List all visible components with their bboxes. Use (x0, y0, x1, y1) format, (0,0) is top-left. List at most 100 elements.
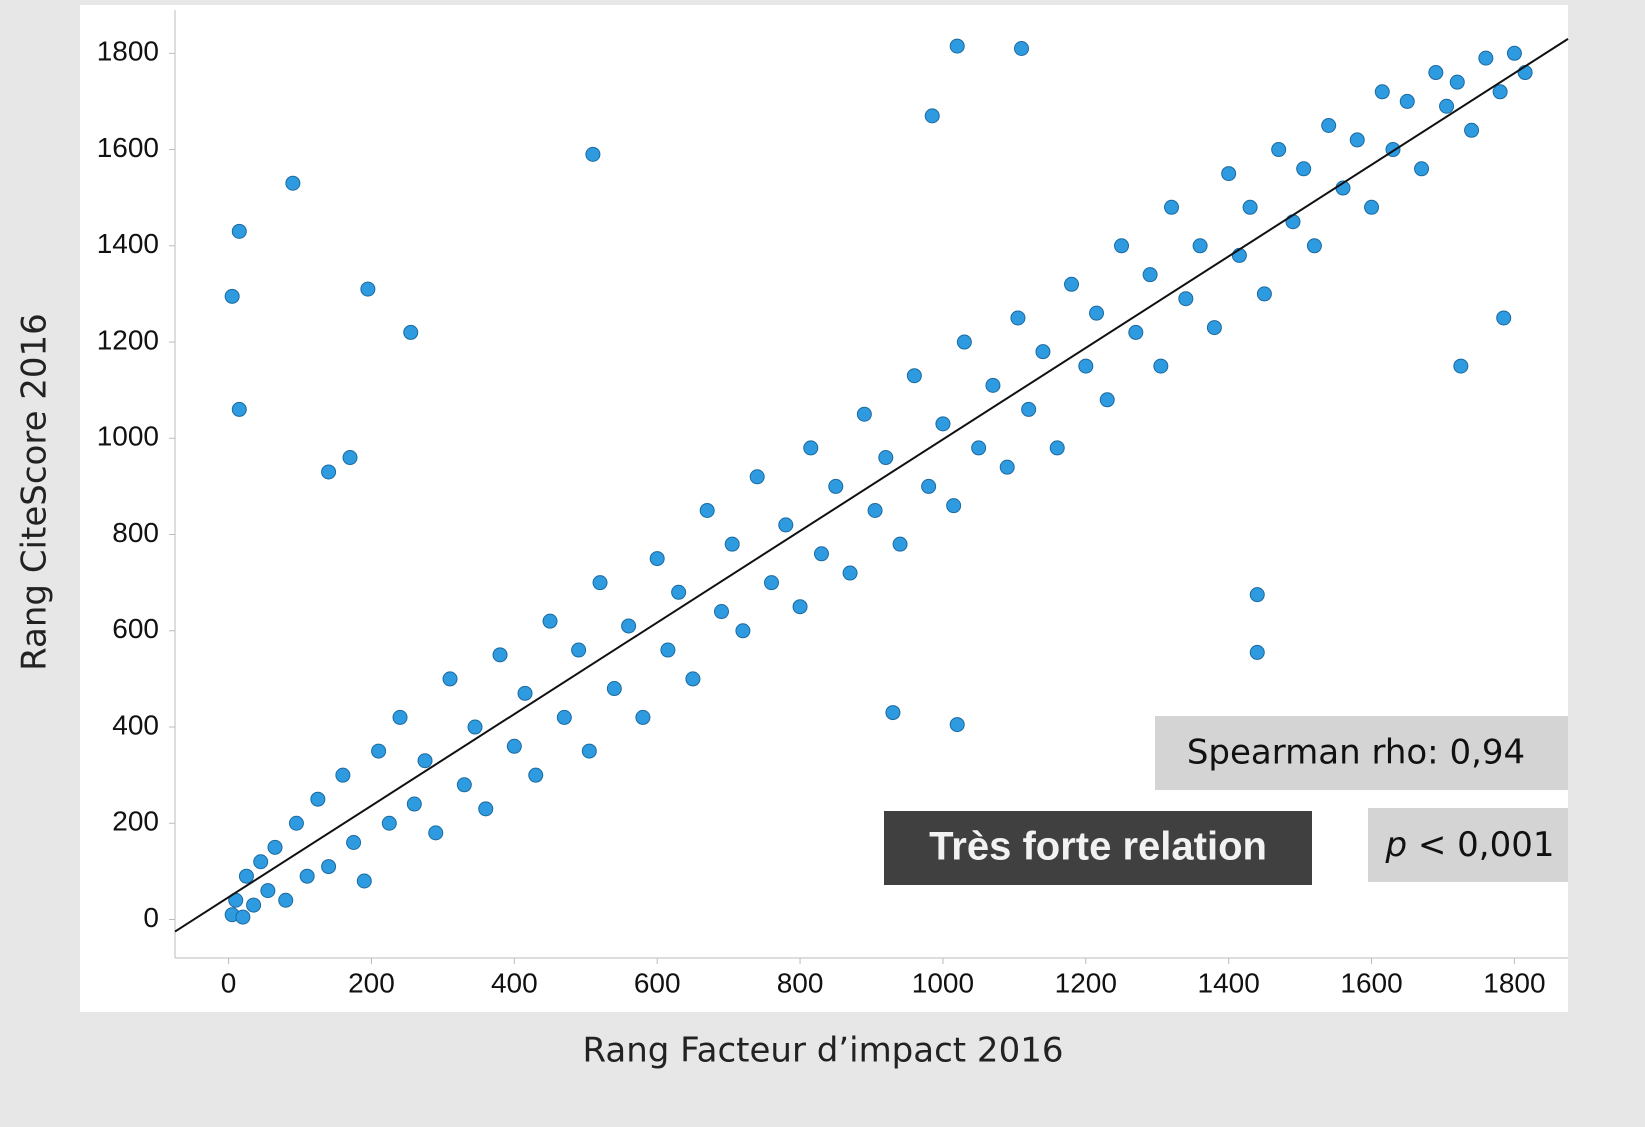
point (1049, 440, 1065, 456)
point (1249, 587, 1265, 603)
point (1242, 199, 1258, 215)
point (685, 671, 701, 687)
point (335, 767, 351, 783)
point (1285, 214, 1301, 230)
rho-box (1155, 716, 1568, 790)
point (1010, 310, 1026, 326)
point (1192, 238, 1208, 254)
point (924, 108, 940, 124)
point (1142, 267, 1158, 283)
y-tick-label: 600 (112, 613, 159, 644)
point (231, 401, 247, 417)
point (999, 459, 1015, 475)
point (1271, 142, 1287, 158)
point (428, 825, 444, 841)
point (238, 868, 254, 884)
x-tick-label: 1800 (1483, 967, 1545, 998)
point (828, 478, 844, 494)
point (713, 604, 729, 620)
point (406, 796, 422, 812)
x-tick-label: 1200 (1055, 967, 1117, 998)
point (360, 281, 376, 297)
point (971, 440, 987, 456)
x-tick-label: 1000 (912, 967, 974, 998)
point (346, 835, 362, 851)
y-tick-label: 0 (143, 902, 159, 933)
point (442, 671, 458, 687)
point (1206, 320, 1222, 336)
x-tick-label: 200 (348, 967, 395, 998)
point (621, 618, 637, 634)
point (735, 623, 751, 639)
point (1364, 199, 1380, 215)
point (1153, 358, 1169, 374)
point (528, 767, 544, 783)
point (985, 377, 1001, 393)
fit-line (174, 38, 1569, 933)
point (506, 738, 522, 754)
point (556, 709, 572, 725)
point (288, 815, 304, 831)
point (956, 334, 972, 350)
point (878, 450, 894, 466)
point (356, 873, 372, 889)
point (935, 416, 951, 432)
y-tick-label: 200 (112, 806, 159, 837)
point (606, 681, 622, 697)
point (392, 709, 408, 725)
point (885, 705, 901, 721)
point (867, 502, 883, 518)
point (542, 613, 558, 629)
point (224, 288, 240, 304)
p-box (1368, 808, 1568, 882)
point (921, 478, 937, 494)
point (749, 469, 765, 485)
y-tick-label: 400 (112, 709, 159, 740)
point (1306, 238, 1322, 254)
relation-box (884, 811, 1312, 885)
point (585, 146, 601, 162)
point (371, 743, 387, 759)
y-tick-label: 1200 (97, 324, 159, 355)
point (267, 839, 283, 855)
point (1078, 358, 1094, 374)
point (235, 909, 251, 925)
point (1064, 276, 1080, 292)
point (1114, 238, 1130, 254)
point (1517, 65, 1533, 81)
y-tick-label: 1400 (97, 228, 159, 259)
point (231, 223, 247, 239)
point (1449, 74, 1465, 90)
point (778, 517, 794, 533)
point (1164, 199, 1180, 215)
point (581, 743, 597, 759)
point (1178, 291, 1194, 307)
point (478, 801, 494, 817)
relation-label: Très forte relation (929, 825, 1267, 869)
point (724, 536, 740, 552)
point (803, 440, 819, 456)
point (321, 464, 337, 480)
x-tick-label: 0 (221, 967, 237, 998)
point (246, 897, 262, 913)
point (1249, 644, 1265, 660)
point (1428, 65, 1444, 81)
point (842, 565, 858, 581)
point (660, 642, 676, 658)
point (1453, 358, 1469, 374)
x-tick-label: 800 (777, 967, 824, 998)
point (1099, 392, 1115, 408)
x-tick-label: 600 (634, 967, 681, 998)
point (517, 685, 533, 701)
point (278, 892, 294, 908)
point (1256, 286, 1272, 302)
point (592, 575, 608, 591)
point (699, 502, 715, 518)
x-tick-label: 1400 (1198, 967, 1260, 998)
point (1035, 344, 1051, 360)
p-label: p < 0,001 (1384, 825, 1554, 865)
point (1221, 166, 1237, 182)
point (492, 647, 508, 663)
point (949, 717, 965, 733)
